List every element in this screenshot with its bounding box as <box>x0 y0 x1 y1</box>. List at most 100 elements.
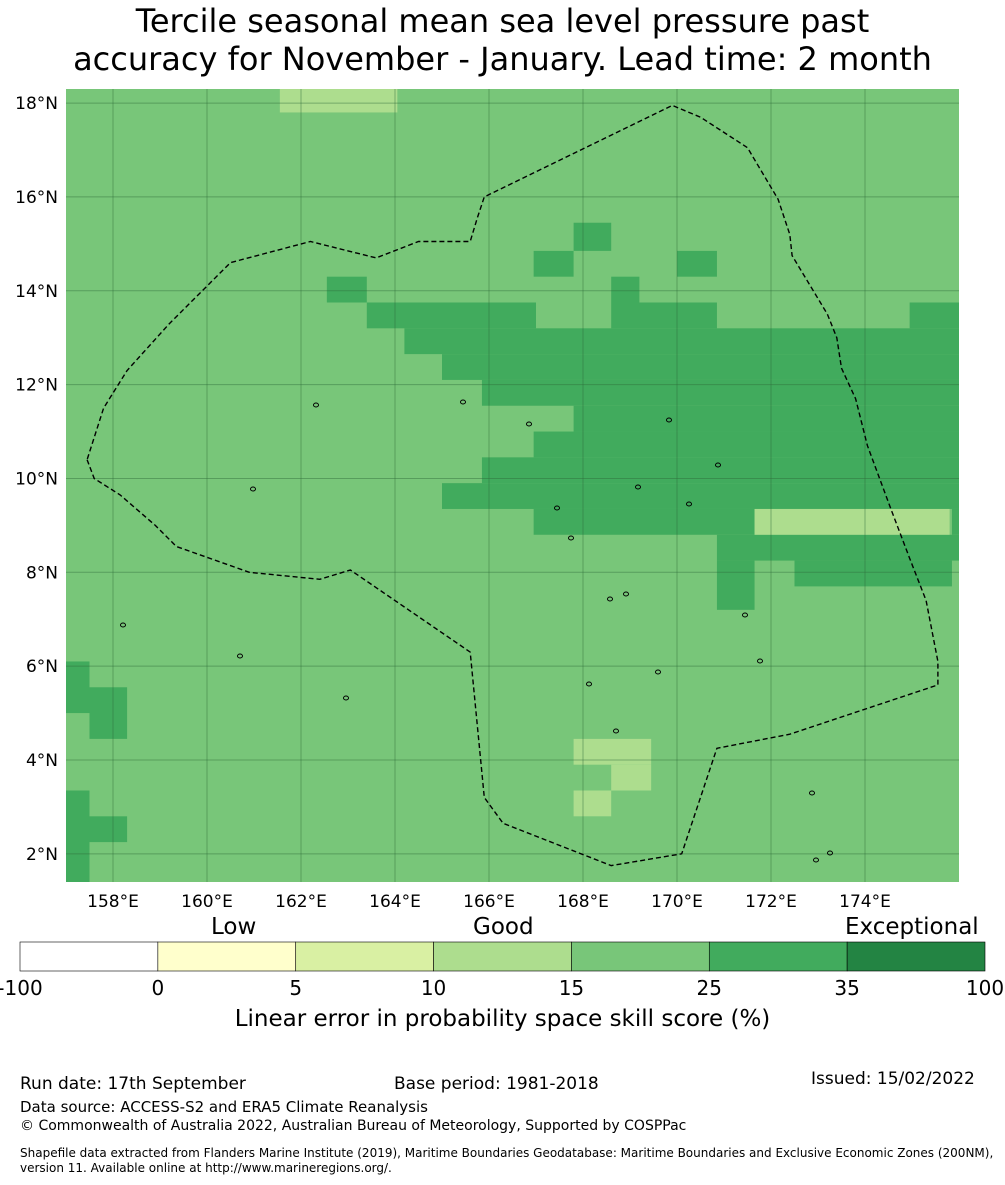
shapefile-credit-line-2: version 11. Available online at http://w… <box>20 1161 392 1175</box>
skill-cell <box>442 483 959 509</box>
longitude-label: 166°E <box>463 892 515 912</box>
colorbar-tick-label: -100 <box>0 976 43 1000</box>
latitude-label: 16°N <box>15 188 58 208</box>
skill-cell <box>279 89 398 113</box>
skill-cell <box>326 276 367 303</box>
run-date: Run date: 17th September <box>20 1074 246 1094</box>
map-title: Tercile seasonal mean sea level pressure… <box>0 2 1005 78</box>
island-mark <box>554 505 560 511</box>
longitude-label: 160°E <box>181 892 233 912</box>
longitude-label: 162°E <box>275 892 327 912</box>
island-mark <box>250 486 256 492</box>
colorbar-label-exceptional: Exceptional <box>845 914 979 940</box>
title-line-1: Tercile seasonal mean sea level pressure… <box>135 2 870 40</box>
island-mark <box>686 501 692 507</box>
colorbar-tick-label: 100 <box>965 976 1005 1000</box>
skill-cell <box>909 302 959 329</box>
title-line-2: accuracy for November - January. Lead ti… <box>73 40 932 78</box>
latitude-label: 6°N <box>26 657 58 677</box>
shapefile-credit-line-1: Shapefile data extracted from Flanders M… <box>20 1146 994 1160</box>
eez-boundary-line <box>86 104 939 867</box>
colorbar-swatch <box>433 941 572 972</box>
skill-cell <box>611 276 640 303</box>
skill-cell <box>611 302 717 329</box>
island-mark <box>742 612 748 618</box>
colorbar <box>19 941 986 972</box>
island-mark <box>809 790 815 796</box>
latitude-label: 18°N <box>15 94 58 114</box>
latitude-label: 10°N <box>15 469 58 489</box>
skill-cell <box>442 354 959 380</box>
skill-cell <box>754 508 950 535</box>
latitude-label: 8°N <box>26 563 58 583</box>
longitude-tick-labels: 158°E 160°E 162°E 164°E 166°E 168°E 170°E 172°E… <box>87 892 891 912</box>
skill-cell <box>573 738 652 765</box>
skill-cell <box>573 790 612 817</box>
colorbar-tick-label: 15 <box>558 976 585 1000</box>
island-mark <box>586 681 592 687</box>
island-mark <box>623 591 629 597</box>
longitude-label: 170°E <box>651 892 703 912</box>
island-mark <box>715 462 721 468</box>
island-mark <box>757 658 763 664</box>
graticule <box>66 89 959 882</box>
longitude-label: 174°E <box>839 892 891 912</box>
skill-cell <box>611 764 652 791</box>
colorbar-swatch <box>571 941 710 972</box>
copyright: © Commonwealth of Australia 2022, Austra… <box>20 1118 687 1134</box>
island-mark <box>313 402 319 408</box>
skill-cell <box>533 431 959 458</box>
longitude-label: 168°E <box>557 892 609 912</box>
island-mark <box>526 421 532 427</box>
island-mark <box>666 417 672 423</box>
island-mark <box>568 535 574 541</box>
colorbar-title: Linear error in probability space skill … <box>234 1006 771 1032</box>
latitude-label: 4°N <box>26 751 58 771</box>
skill-cell <box>794 560 952 587</box>
island-mark <box>237 653 243 659</box>
skill-cell <box>716 560 755 610</box>
colorbar-swatch <box>295 941 434 972</box>
skill-cell <box>533 508 755 535</box>
skill-cell <box>533 250 574 277</box>
skill-cell <box>366 302 536 329</box>
skill-cell <box>89 816 128 843</box>
island-mark <box>655 669 661 675</box>
skill-cell <box>573 405 959 432</box>
skill-cell <box>404 328 959 355</box>
colorbar-swatch <box>157 941 297 972</box>
island-outlines <box>120 399 833 863</box>
colorbar-swatch <box>708 941 848 972</box>
island-mark <box>460 399 466 405</box>
base-period: Base period: 1981-2018 <box>394 1074 599 1094</box>
island-mark <box>827 850 833 856</box>
skill-cell <box>66 661 90 714</box>
latitude-tick-labels: 2°N 4°N 6°N 8°N 10°N 12°N 14°N 16°N 18°N <box>15 94 58 865</box>
colorbar-tick-label: 25 <box>696 976 723 1000</box>
colorbar-tick-label: 35 <box>834 976 860 1000</box>
skill-cell <box>951 508 959 535</box>
longitude-label: 164°E <box>369 892 421 912</box>
latitude-label: 2°N <box>26 845 58 865</box>
colorbar-label-good: Good <box>473 914 534 940</box>
skill-cells <box>66 89 959 882</box>
longitude-label: 172°E <box>745 892 797 912</box>
island-mark <box>813 857 819 863</box>
colorbar-tick-label: 10 <box>420 976 447 1000</box>
skill-cell <box>481 379 959 406</box>
data-source: Data source: ACCESS-S2 and ERA5 Climate … <box>20 1098 428 1116</box>
island-mark <box>120 622 126 628</box>
colorbar-label-low: Low <box>211 914 257 940</box>
longitude-label: 158°E <box>87 892 139 912</box>
skill-cell <box>716 534 959 561</box>
latitude-label: 12°N <box>15 376 58 396</box>
issued-date: Issued: 15/02/2022 <box>811 1069 975 1089</box>
skill-map: 158°E 160°E 162°E 164°E 166°E 168°E 170°E 172°E… <box>15 89 959 912</box>
colorbar-tick-label: 0 <box>151 976 165 1000</box>
island-mark <box>613 728 619 734</box>
island-mark <box>343 695 349 701</box>
skill-cell <box>481 457 959 484</box>
colorbar-tick-label: 5 <box>289 976 303 1000</box>
skill-cell <box>89 687 128 739</box>
island-mark <box>635 484 641 490</box>
